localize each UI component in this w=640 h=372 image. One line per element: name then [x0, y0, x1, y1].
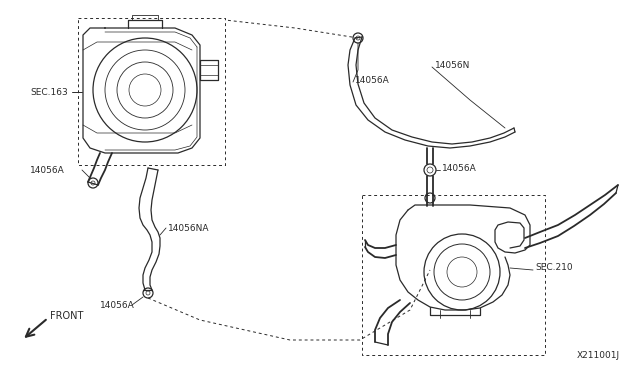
Text: 14056A: 14056A [30, 166, 65, 174]
Text: FRONT: FRONT [50, 311, 83, 321]
Text: SEC.163: SEC.163 [30, 87, 68, 96]
Text: X211001J: X211001J [577, 351, 620, 360]
Text: SEC.210: SEC.210 [535, 263, 573, 273]
Text: 14056N: 14056N [435, 61, 470, 70]
Text: 14056A: 14056A [442, 164, 477, 173]
Text: 14056A: 14056A [100, 301, 135, 310]
Text: 14056A: 14056A [355, 76, 390, 84]
Text: 14056NA: 14056NA [168, 224, 209, 232]
